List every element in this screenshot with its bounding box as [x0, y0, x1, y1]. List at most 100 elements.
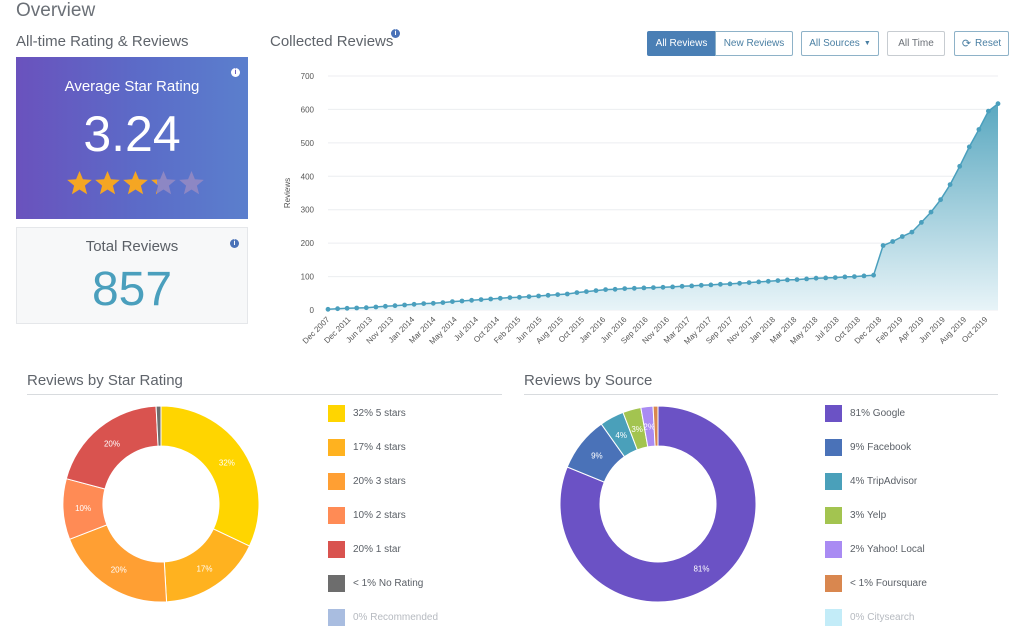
- y-tick-label: 200: [301, 239, 315, 248]
- collected-reviews-title: Collected Reviews: [270, 33, 394, 50]
- legend-label: < 1% No Rating: [353, 578, 424, 589]
- data-point: [679, 283, 685, 289]
- average-rating-label: Average Star Rating: [64, 78, 200, 95]
- data-point: [450, 299, 455, 304]
- legend-swatch: [328, 405, 345, 422]
- info-icon[interactable]: i: [391, 29, 400, 38]
- data-point: [383, 303, 388, 309]
- legend-label: 17% 4 stars: [353, 442, 406, 453]
- data-point: [478, 297, 484, 302]
- source-donut-chart: 81% 9% 4% 3% 2%: [559, 405, 757, 603]
- legend-item[interactable]: < 1% Foursquare: [825, 575, 927, 592]
- all-sources-dropdown[interactable]: All Sources ▼: [801, 31, 879, 56]
- data-point: [794, 277, 800, 282]
- legend-item[interactable]: 0% Citysearch: [825, 609, 914, 626]
- new-reviews-button[interactable]: New Reviews: [715, 31, 793, 56]
- data-point: [354, 305, 360, 311]
- slice-label: 10%: [75, 504, 91, 513]
- legend-swatch: [825, 575, 842, 592]
- refresh-icon: ⟳: [961, 38, 972, 50]
- data-point: [938, 197, 943, 203]
- legend-item[interactable]: 20% 3 stars: [328, 473, 406, 490]
- legend-swatch: [328, 439, 345, 456]
- legend-item[interactable]: < 1% No Rating: [328, 575, 423, 592]
- data-point: [880, 243, 886, 248]
- all-sources-label: All Sources: [809, 38, 860, 49]
- data-point: [373, 304, 379, 310]
- star-rating-section-title: Reviews by Star Rating: [27, 372, 183, 389]
- legend-label: 9% Facebook: [850, 442, 912, 453]
- data-point: [536, 293, 541, 299]
- data-point: [363, 305, 369, 311]
- data-point: [986, 108, 991, 114]
- legend-label: 4% TripAdvisor: [850, 476, 918, 487]
- y-tick-label: 500: [301, 139, 315, 148]
- legend-swatch: [825, 609, 842, 626]
- data-point: [957, 163, 963, 169]
- data-point: [641, 285, 647, 291]
- data-point: [861, 273, 867, 279]
- star-rating-donut-chart: 32% 17% 20% 10% 20%: [62, 405, 260, 603]
- legend-item[interactable]: 20% 1 star: [328, 541, 401, 558]
- info-icon[interactable]: i: [231, 68, 240, 77]
- legend-item[interactable]: 3% Yelp: [825, 507, 886, 524]
- data-point: [823, 275, 829, 281]
- data-point: [899, 234, 905, 239]
- legend-item[interactable]: 81% Google: [825, 405, 905, 422]
- legend-item[interactable]: 9% Facebook: [825, 439, 911, 456]
- legend-item[interactable]: 0% Recommended: [328, 609, 438, 626]
- legend-item[interactable]: 32% 5 stars: [328, 405, 406, 422]
- data-point: [670, 284, 675, 290]
- data-point: [574, 290, 580, 295]
- area-fill: [328, 103, 998, 310]
- legend-item[interactable]: 17% 4 stars: [328, 439, 406, 456]
- data-point: [555, 292, 561, 297]
- slice-label: 32%: [219, 458, 235, 467]
- legend-item[interactable]: 2% Yahoo! Local: [825, 541, 925, 558]
- data-point: [832, 275, 838, 280]
- legend-item[interactable]: 4% TripAdvisor: [825, 473, 917, 490]
- star-icon: [179, 171, 204, 195]
- legend-swatch: [825, 507, 842, 524]
- slice-label: 20%: [111, 566, 127, 575]
- data-point: [785, 277, 790, 283]
- all-time-button[interactable]: All Time: [887, 31, 945, 56]
- data-point: [584, 289, 589, 294]
- source-section-title: Reviews by Source: [524, 372, 653, 389]
- data-point: [976, 127, 982, 132]
- y-axis-label: Reviews: [283, 178, 292, 208]
- average-rating-value: 3.24: [83, 106, 181, 162]
- legend-swatch: [328, 575, 345, 592]
- donut-slice: [68, 524, 168, 603]
- data-point: [430, 300, 436, 306]
- reset-button[interactable]: ⟳ Reset: [954, 31, 1009, 56]
- data-point: [727, 281, 733, 287]
- legend-item[interactable]: 10% 2 stars: [328, 507, 406, 524]
- legend-swatch: [825, 541, 842, 558]
- slice-label: 4%: [615, 431, 627, 440]
- data-point: [612, 286, 618, 292]
- legend-swatch: [825, 439, 842, 456]
- data-point: [488, 296, 494, 302]
- data-point: [335, 306, 340, 312]
- data-point: [842, 274, 848, 280]
- data-point: [871, 272, 876, 278]
- data-point: [718, 281, 723, 287]
- data-point: [775, 278, 781, 283]
- all-reviews-button[interactable]: All Reviews: [647, 31, 716, 56]
- reset-label: Reset: [975, 38, 1002, 49]
- data-point: [746, 280, 752, 285]
- rating-section-label: All-time Rating & Reviews: [16, 33, 189, 50]
- data-point: [402, 302, 407, 308]
- data-point: [459, 298, 465, 304]
- slice-label: 17%: [196, 565, 212, 574]
- slice-label: 9%: [591, 452, 603, 461]
- data-point: [919, 220, 924, 225]
- info-icon[interactable]: i: [230, 239, 239, 248]
- star-icon: [67, 171, 92, 195]
- legend-swatch: [328, 507, 345, 524]
- donut-slice: [160, 405, 260, 547]
- star-icon: [151, 171, 176, 195]
- data-point: [564, 291, 570, 297]
